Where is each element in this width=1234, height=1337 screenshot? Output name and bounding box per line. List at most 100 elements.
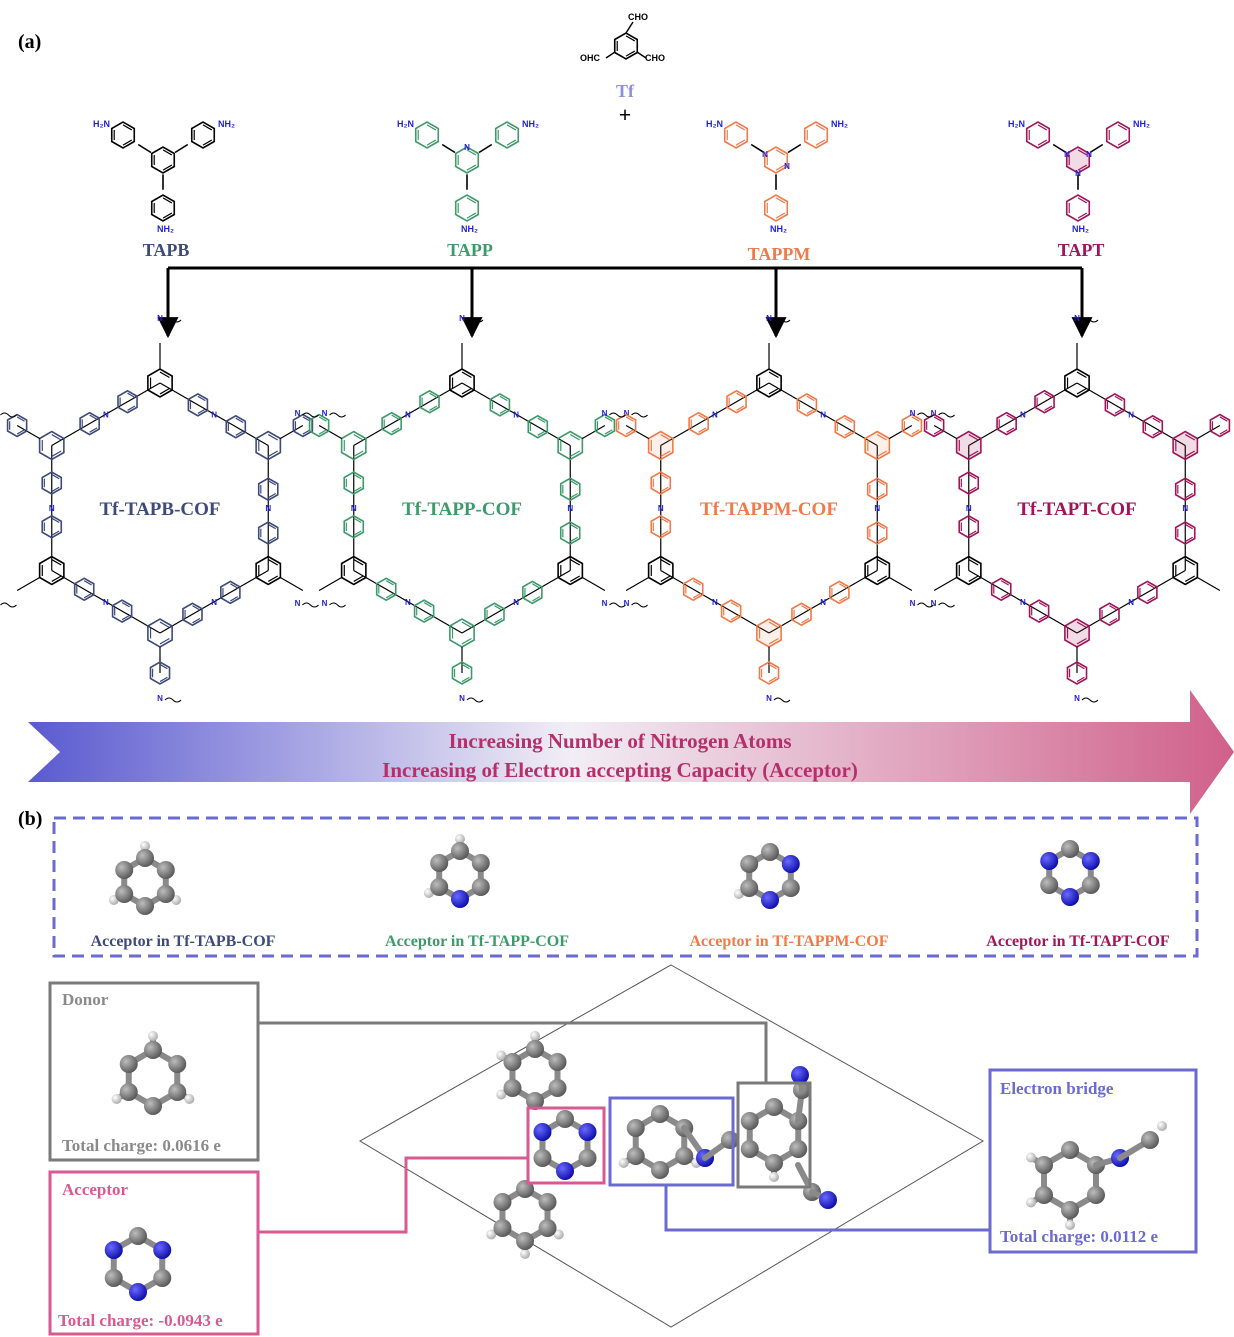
tf-linker-structure: CHO OHC CHO Tf + <box>580 12 665 127</box>
carbon-atom <box>1061 1141 1079 1159</box>
ring-double-bond <box>537 430 546 436</box>
imine-nitrogen: N <box>1182 504 1188 513</box>
ring-double-bond <box>353 450 364 457</box>
ring-double-bond <box>735 139 746 146</box>
ring-double-bond <box>768 371 779 379</box>
ring-double-bond <box>461 621 472 629</box>
bond <box>279 576 304 592</box>
acceptor-box <box>48 1170 260 1336</box>
acceptor-models <box>108 834 1100 915</box>
linker-ring <box>117 389 138 414</box>
ring-double-bond <box>569 523 578 530</box>
linker-ring <box>413 599 435 624</box>
outer-ring <box>758 661 780 685</box>
outer-ring <box>6 413 28 438</box>
ring-nitrogen: N <box>1075 169 1081 178</box>
acceptor-label-tapt: Acceptor in Tf-TAPT-COF <box>986 933 1170 950</box>
ring-double-bond <box>911 416 920 422</box>
carbon-atom <box>651 1105 669 1123</box>
ring-double-bond <box>267 493 276 499</box>
bond <box>1089 143 1104 154</box>
amine-bottom: NH₂ <box>770 224 787 234</box>
ring-double-bond <box>51 559 62 566</box>
hydrogen-atom <box>148 1031 158 1041</box>
carbon-atom <box>533 1149 552 1167</box>
bridge-title: Electron bridge <box>1000 1079 1114 1098</box>
ring-double-bond <box>192 605 201 611</box>
chain-continuation <box>917 412 934 418</box>
amine-bottom: NH₂ <box>157 224 174 234</box>
ring-double-bond <box>353 530 362 536</box>
ring-double-bond <box>660 486 669 493</box>
hydrogen-atom <box>496 1050 507 1061</box>
outer-nitrogen: N <box>602 409 608 418</box>
ring-double-bond <box>461 676 470 683</box>
bond <box>318 424 343 440</box>
chain-continuation <box>609 412 626 418</box>
carbon-atom <box>503 1053 522 1071</box>
amine-bottom: NH₂ <box>461 224 478 234</box>
trend-arrow-shape <box>28 690 1234 814</box>
ring-double-bond <box>230 583 239 589</box>
bond <box>888 424 913 440</box>
carbon-atom <box>548 1053 567 1071</box>
ring-double-bond <box>968 517 977 523</box>
acceptor-charge: Total charge: -0.0943 e <box>58 1311 223 1330</box>
imine-nitrogen: N <box>820 598 826 607</box>
ring-double-bond <box>1184 523 1193 530</box>
imine-nitrogen: N <box>820 410 826 419</box>
ring-double-bond <box>532 583 541 589</box>
outer-ring <box>451 661 473 685</box>
ring-double-bond <box>51 517 60 523</box>
monomer-name: TAPT <box>1058 240 1105 260</box>
outer-nitrogen: N <box>766 694 772 703</box>
monomer-tappm: N N H₂N NH₂ NH₂ TAPPM <box>706 119 848 264</box>
tf-ring <box>147 368 173 398</box>
bond <box>1196 424 1221 440</box>
imine-nitrogen: N <box>567 504 573 513</box>
ring-double-bond <box>466 164 477 171</box>
ring-double-bond <box>122 139 133 146</box>
hydrogen-atom <box>769 1172 779 1182</box>
ring-double-bond <box>461 637 472 645</box>
linker-ring <box>1034 389 1055 414</box>
ring-double-bond <box>506 124 517 131</box>
linker-ring <box>419 389 440 414</box>
bond <box>581 576 606 592</box>
ring-double-bond <box>202 139 213 146</box>
outer-nitrogen: N <box>459 314 465 323</box>
arm-ring <box>803 121 829 149</box>
linker-ring <box>1028 599 1050 624</box>
outer-nitrogen: N <box>931 409 937 418</box>
ring-double-bond <box>1006 427 1015 433</box>
imine-nitrogen: N <box>1020 598 1026 607</box>
core-ring <box>864 430 891 461</box>
ring-double-bond <box>660 434 671 441</box>
imine-nitrogen: N <box>712 410 718 419</box>
nitrogen-atom <box>781 855 800 873</box>
ring-double-bond <box>968 450 979 457</box>
ring-double-bond <box>461 387 472 395</box>
ring-double-bond <box>89 414 98 420</box>
linker-ring <box>559 477 581 502</box>
ring-double-bond <box>876 434 888 441</box>
nitrogen-atom <box>451 890 469 908</box>
monomer-name: TAPB <box>143 240 190 260</box>
ring-double-bond <box>1077 212 1088 219</box>
carbon-atom <box>538 1193 557 1211</box>
ring-double-bond <box>197 408 206 414</box>
core-ring <box>756 618 782 648</box>
nitrogen-atom <box>104 1241 123 1259</box>
acceptor-comparison-box <box>52 816 1199 958</box>
linker-ring <box>688 411 709 436</box>
bond <box>137 143 152 154</box>
chain-continuation <box>773 697 791 703</box>
ring-double-bond <box>499 408 508 414</box>
bond <box>605 51 616 59</box>
imine-nitrogen: N <box>513 410 519 419</box>
hydrogen-atom <box>496 1089 507 1100</box>
carbon-atom <box>1086 1186 1105 1204</box>
ring-double-bond <box>1117 139 1128 146</box>
ring-double-bond <box>815 124 826 131</box>
linker-ring <box>866 477 888 502</box>
